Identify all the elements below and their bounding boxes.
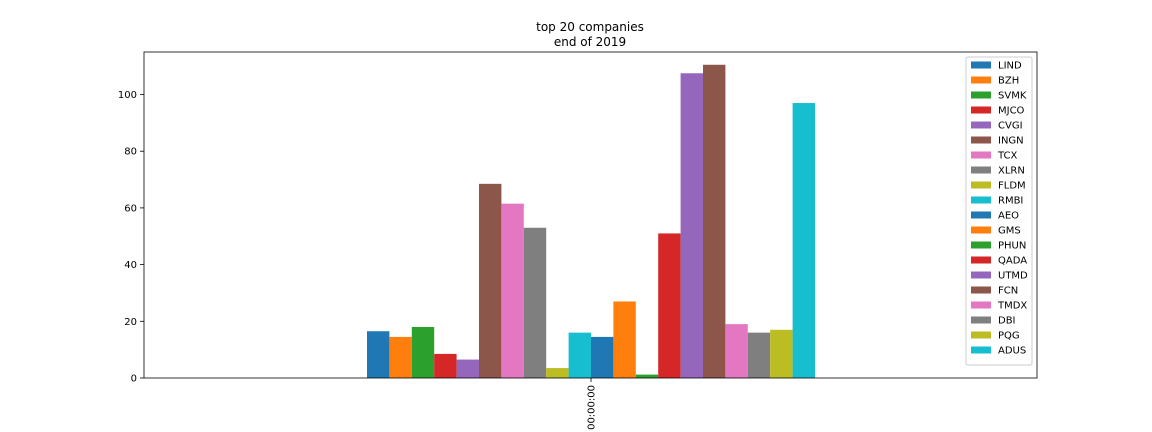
bar-cvgi xyxy=(456,359,479,378)
legend: LIND BZH SVMK MJCO CVGI INGN TCX XLRN FLDM RMBI AE… xyxy=(965,56,1033,366)
legend-swatch xyxy=(971,241,991,249)
bar-ingn xyxy=(479,183,502,378)
legend-swatch xyxy=(971,316,991,324)
bar-svmk xyxy=(411,326,435,378)
legend-label: INGN xyxy=(998,136,1024,147)
y-tick-label: 0 xyxy=(131,374,137,385)
bar-mjco xyxy=(434,353,457,378)
legend-label: PHUN xyxy=(998,241,1026,252)
y-tick-label: 40 xyxy=(124,260,137,271)
bar-phun xyxy=(635,374,659,378)
y-tick-label: 20 xyxy=(124,317,137,328)
legend-swatch xyxy=(971,211,991,219)
y-tick-label: 80 xyxy=(124,147,137,158)
legend-swatch xyxy=(971,346,991,354)
legend-swatch xyxy=(971,166,991,174)
bar-aeo xyxy=(591,336,614,378)
legend-swatch xyxy=(971,76,991,84)
chart-subtitle: end of 2019 xyxy=(554,35,626,49)
legend-swatch xyxy=(971,331,991,339)
legend-label: QADA xyxy=(998,256,1027,267)
legend-label: CVGI xyxy=(998,121,1023,132)
legend-label: AEO xyxy=(998,211,1019,222)
legend-label: BZH xyxy=(998,76,1019,87)
legend-swatch xyxy=(971,91,991,99)
legend-swatch xyxy=(971,181,991,189)
bar-adus xyxy=(792,103,815,378)
legend-swatch xyxy=(971,121,991,129)
plot-frame xyxy=(143,51,1038,379)
legend-swatch xyxy=(971,271,991,279)
bar-utmd xyxy=(680,73,703,378)
legend-swatch xyxy=(971,226,991,234)
bar-lind xyxy=(367,331,390,378)
bar-rmbi xyxy=(568,332,591,378)
bar-gms xyxy=(613,301,636,378)
bar-tmdx xyxy=(725,324,748,378)
bars-layer xyxy=(367,64,815,378)
legend-label: TCX xyxy=(997,151,1018,162)
legend-label: FLDM xyxy=(998,181,1026,192)
legend-label: SVMK xyxy=(998,91,1027,102)
legend-swatch xyxy=(971,301,991,309)
legend-label: DBI xyxy=(998,316,1016,327)
bar-fcn xyxy=(703,64,726,378)
bar-bzh xyxy=(389,336,412,378)
legend-label: GMS xyxy=(998,226,1021,237)
legend-swatch xyxy=(971,106,991,114)
legend-swatch xyxy=(971,256,991,264)
legend-label: XLRN xyxy=(998,166,1025,177)
legend-label: TMDX xyxy=(997,301,1027,312)
bar-pqg xyxy=(770,329,793,378)
legend-label: UTMD xyxy=(998,271,1028,282)
legend-label: RMBI xyxy=(998,196,1023,207)
legend-label: MJCO xyxy=(998,106,1025,117)
y-tick-label: 60 xyxy=(124,203,137,214)
legend-swatch xyxy=(971,136,991,144)
legend-swatch xyxy=(971,196,991,204)
axes-layer: 0 20 40 60 80 100 00:00:00 xyxy=(118,51,1038,430)
legend-swatch xyxy=(971,151,991,159)
legend-label: LIND xyxy=(998,61,1022,72)
legend-label: ADUS xyxy=(998,346,1026,357)
legend-label: FCN xyxy=(998,286,1018,297)
legend-label: PQG xyxy=(998,331,1020,342)
bar-dbi xyxy=(747,332,771,378)
bar-fldm xyxy=(546,368,569,378)
x-tick-label: 00:00:00 xyxy=(587,385,598,430)
legend-swatch xyxy=(971,286,991,294)
bar-xlrn xyxy=(523,227,547,378)
bar-qada xyxy=(658,233,681,378)
legend-swatch xyxy=(971,61,991,69)
bar-tcx xyxy=(501,203,524,378)
chart-title: top 20 companies xyxy=(536,20,644,34)
y-tick-label: 100 xyxy=(118,90,137,101)
